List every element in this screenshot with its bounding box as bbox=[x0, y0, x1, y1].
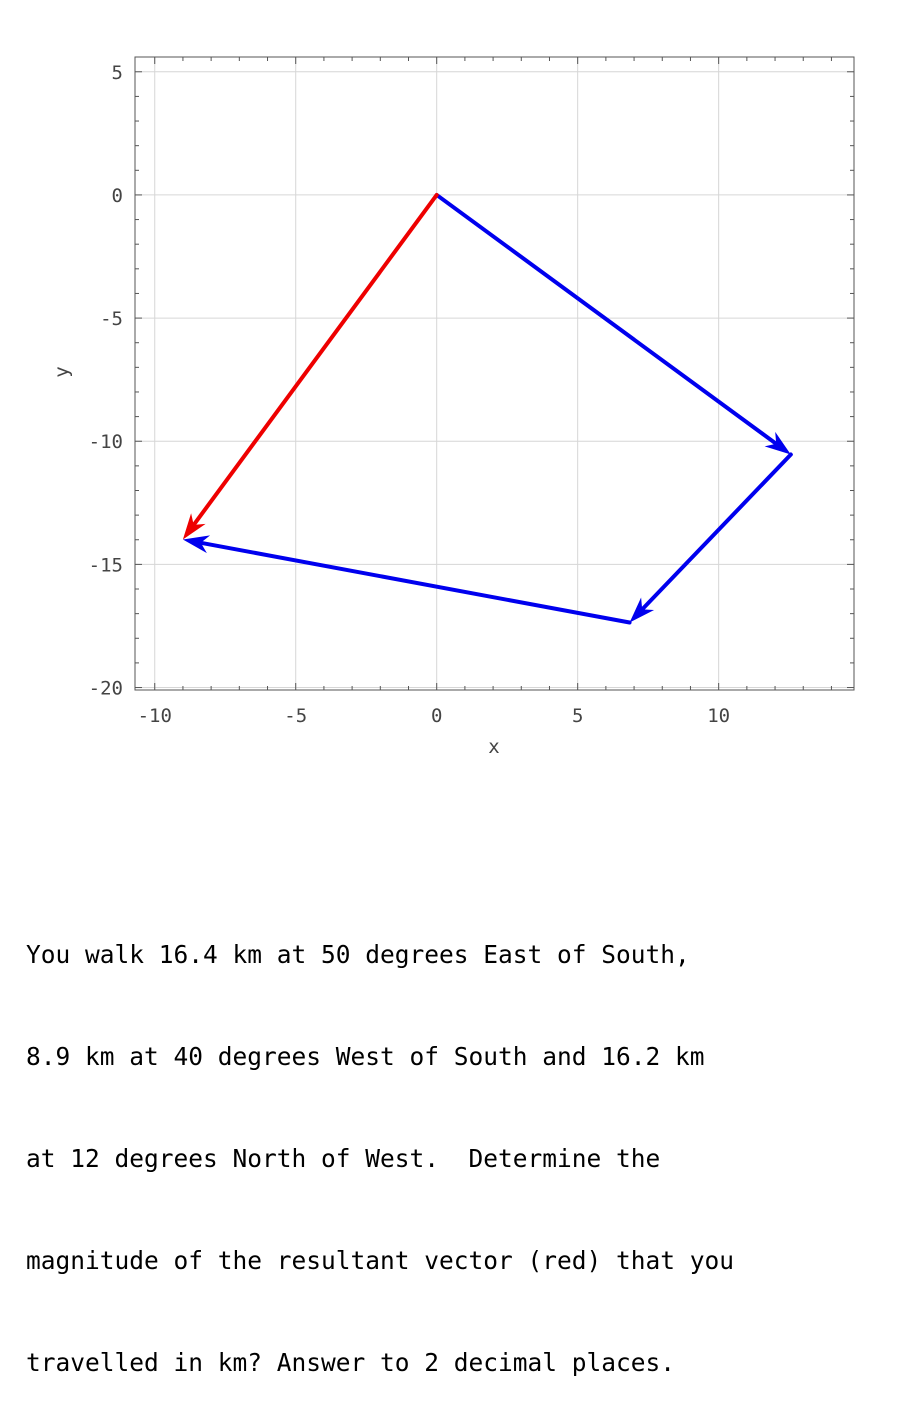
vector-3-arrowhead bbox=[182, 535, 211, 554]
resultant-vector-arrowhead bbox=[182, 513, 206, 540]
x-tick-label: -5 bbox=[284, 705, 307, 727]
vector-1 bbox=[434, 192, 787, 452]
vector-3 bbox=[188, 538, 632, 625]
y-tick-label: -10 bbox=[89, 431, 123, 453]
y-tick-label: -15 bbox=[89, 554, 123, 576]
axis-ticks: -10 -5 0 5 10 5 0 -5 -10 -15 -20 bbox=[89, 57, 854, 727]
vector-2-arrowhead bbox=[629, 597, 655, 623]
question-line: You walk 16.4 km at 50 degrees East of S… bbox=[26, 940, 690, 969]
question-text: You walk 16.4 km at 50 degrees East of S… bbox=[26, 870, 886, 1414]
vector-2 bbox=[633, 452, 793, 619]
plot-frame bbox=[134, 56, 855, 691]
y-tick-label: -20 bbox=[89, 678, 123, 700]
grid bbox=[135, 57, 854, 690]
x-axis-label: x bbox=[488, 736, 499, 758]
vector-chart: -10 -5 0 5 10 5 0 -5 -10 -15 -20 x y bbox=[51, 56, 855, 758]
vector-1-arrowhead bbox=[764, 431, 791, 455]
vectors bbox=[182, 192, 793, 625]
x-tick-label: 10 bbox=[707, 705, 730, 727]
y-tick-label: 5 bbox=[112, 62, 123, 84]
resultant-vector bbox=[185, 192, 439, 536]
y-tick-label: -5 bbox=[100, 308, 123, 330]
x-tick-label: 5 bbox=[572, 705, 583, 727]
x-tick-label: -10 bbox=[138, 705, 172, 727]
y-tick-label: 0 bbox=[112, 185, 123, 207]
y-axis-label: y bbox=[51, 366, 73, 377]
x-tick-label: 0 bbox=[431, 705, 442, 727]
question-line: magnitude of the resultant vector (red) … bbox=[26, 1246, 735, 1275]
question-line: at 12 degrees North of West. Determine t… bbox=[26, 1144, 661, 1173]
question-line: travelled in km? Answer to 2 decimal pla… bbox=[26, 1348, 676, 1377]
question-line: 8.9 km at 40 degrees West of South and 1… bbox=[26, 1042, 705, 1071]
